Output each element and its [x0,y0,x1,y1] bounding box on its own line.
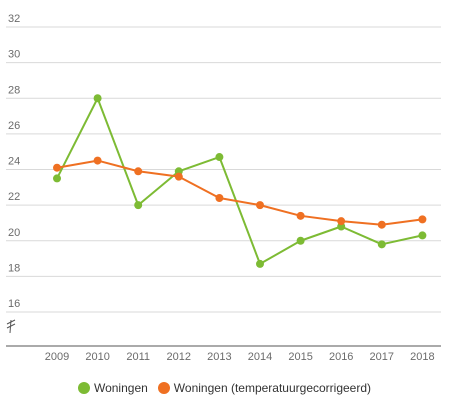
x-tick-label-2017: 2017 [370,351,394,363]
series-0-point-2017 [377,240,386,249]
y-tick-label-30: 30 [8,49,20,61]
x-tick-label-2011: 2011 [126,351,150,363]
y-tick-label-24: 24 [8,156,20,168]
series-0-point-2013 [215,153,224,162]
series-1-point-2015 [296,211,305,220]
y-tick-label-32: 32 [8,13,20,25]
series-1-point-2011 [134,167,143,176]
y-tick-label-22: 22 [8,191,20,203]
series-0-point-2015 [296,236,305,245]
x-tick-label-2009: 2009 [45,351,69,363]
series-0-point-2010 [93,94,102,103]
x-tick-label-2010: 2010 [85,351,109,363]
x-tick-label-2018: 2018 [410,351,434,363]
series-line-1 [56,159,423,226]
legend-item-temperatuurgecorrigeerd[interactable]: Woningen (temperatuurgecorrigeerd) [157,381,372,395]
y-tick-label-28: 28 [8,84,20,96]
legend-swatch-woningen [77,382,90,394]
x-tick-label-2014: 2014 [248,351,272,363]
legend: Woningen Woningen (temperatuurgecorrigee… [0,381,449,395]
series-1-point-2017 [377,220,386,229]
series-1-point-2016 [337,217,346,226]
series-1-point-2014 [256,201,264,210]
x-tick-label-2012: 2012 [167,351,191,363]
legend-label-temperatuurgecorrigeerd: Woningen (temperatuurgecorrigeerd) [173,381,372,395]
legend-swatch-temperatuurgecorrigeerd [157,382,170,394]
series-line-0 [56,97,423,265]
y-tick-label-20: 20 [8,227,20,239]
series-0-point-2014 [256,259,264,268]
x-tick-label-2013: 2013 [207,351,231,363]
x-tick-label-2015: 2015 [288,351,312,363]
y-tick-label-16: 16 [8,298,20,310]
series-0-point-2009 [53,174,61,183]
series-0-point-2018 [418,231,427,240]
series-1-point-2018 [418,215,427,224]
y-tick-label-26: 26 [8,120,20,132]
series-1-point-2013 [215,194,224,202]
series-1-point-2010 [93,156,102,165]
series-1-point-2012 [174,172,183,181]
series-1-point-2009 [53,163,61,172]
series-0-point-2011 [134,201,143,210]
axis-break-icon [6,319,16,334]
legend-label-woningen: Woningen [93,381,148,395]
y-tick-label-18: 18 [8,262,20,274]
legend-item-woningen[interactable]: Woningen [77,381,148,395]
x-tick-label-2016: 2016 [329,351,353,363]
